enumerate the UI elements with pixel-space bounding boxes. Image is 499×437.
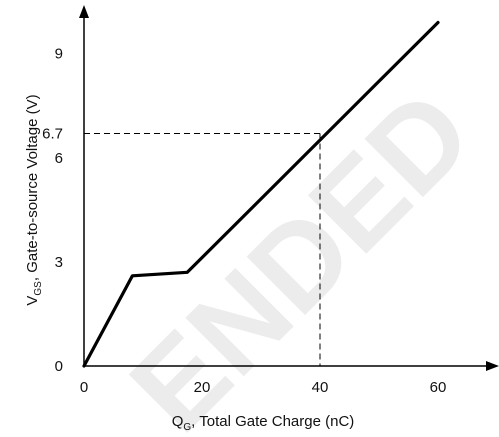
y-tick-label: 6.7	[42, 126, 63, 143]
series-line-0	[82, 20, 440, 368]
y-axis-arrow	[79, 5, 89, 18]
reference-lines	[84, 133, 321, 366]
y-axis-title: VGS, Gate-to-source Voltage (V)	[24, 94, 44, 305]
x-axis-arrow	[486, 361, 499, 371]
series-layer	[82, 20, 440, 368]
x-tick-labels: 0 20 40 60	[80, 379, 447, 396]
y-tick-label: 0	[55, 358, 63, 375]
x-tick-label: 20	[194, 379, 211, 396]
x-axis-title: QG, Total Gate Charge (nC)	[172, 413, 355, 433]
axes	[79, 5, 499, 371]
y-tick-label: 6	[55, 150, 63, 167]
x-tick-label: 40	[312, 379, 329, 396]
x-tick-label: 0	[80, 379, 88, 396]
y-tick-label: 9	[55, 46, 63, 63]
y-tick-labels: 0 3 6 6.7 9	[42, 46, 63, 375]
y-tick-label: 3	[55, 254, 63, 271]
x-tick-label: 60	[430, 379, 447, 396]
